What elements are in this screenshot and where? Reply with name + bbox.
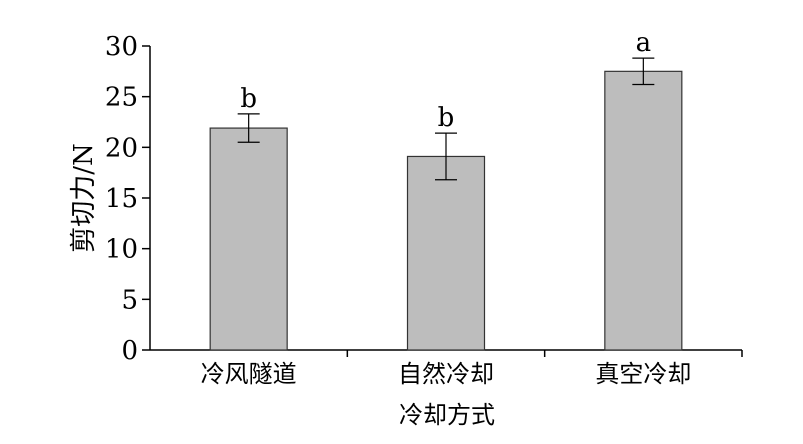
axes: 0 5 10 15 20 25 30 <box>105 32 743 366</box>
y-tick-label: 0 <box>121 336 138 366</box>
bar <box>209 127 288 351</box>
y-tick-label: 30 <box>105 32 138 62</box>
y-tick-label: 20 <box>105 133 138 163</box>
x-tick-label: 冷风隧道 <box>201 360 297 388</box>
significance-letter: a <box>636 28 652 58</box>
bars-group <box>209 57 683 351</box>
x-axis-label: 冷却方式 <box>399 401 495 429</box>
labels-group: b 冷风隧道 b 自然冷却 a 真空冷却 <box>201 28 692 388</box>
bar <box>406 155 486 351</box>
y-axis-label: 剪切力/N <box>69 143 99 253</box>
significance-letter: b <box>240 84 257 114</box>
y-tick-label: 10 <box>105 235 138 265</box>
x-tick-label: 自然冷却 <box>398 360 494 388</box>
x-tick-label: 真空冷却 <box>595 360 691 388</box>
y-tick-label: 5 <box>121 285 138 315</box>
y-tick-label: 15 <box>105 184 138 214</box>
significance-letter: b <box>438 103 455 133</box>
y-tick-label: 25 <box>105 83 138 113</box>
bar <box>604 70 683 351</box>
